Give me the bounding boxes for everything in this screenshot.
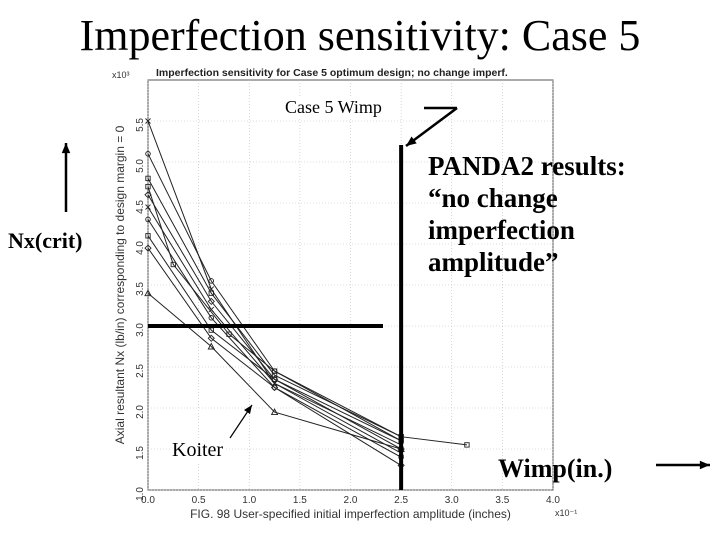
y-axis-label: Axial resultant Nx (lb/in) corresponding… bbox=[113, 125, 127, 444]
x-tick-label: 2.0 bbox=[344, 495, 358, 506]
data-point bbox=[145, 233, 151, 239]
chart-title: Imperfection sensitivity for Case 5 opti… bbox=[156, 67, 508, 79]
data-point bbox=[144, 244, 152, 252]
koiter-arrow-head bbox=[244, 405, 252, 414]
data-point bbox=[145, 118, 151, 124]
x-axis-label: FIG. 98 User-specified initial imperfect… bbox=[190, 507, 511, 521]
data-point bbox=[145, 175, 151, 182]
x-tick-label: 2.5 bbox=[394, 495, 408, 506]
series-line bbox=[147, 247, 402, 466]
x-tick-label: 4.0 bbox=[546, 495, 560, 506]
data-point bbox=[271, 376, 278, 382]
data-point bbox=[208, 306, 215, 313]
series-line bbox=[147, 219, 402, 458]
data-point bbox=[170, 261, 176, 268]
data-point bbox=[270, 408, 279, 416]
data-point bbox=[208, 278, 215, 284]
nx-arrow-head bbox=[61, 143, 71, 154]
case5-arrow-head bbox=[406, 136, 417, 146]
data-point bbox=[144, 289, 152, 297]
wimp-arrow-head bbox=[699, 460, 710, 470]
y-tick-label: 2.5 bbox=[135, 364, 146, 378]
case5-wimp-label: Case 5 Wimp bbox=[283, 97, 384, 118]
y-tick-label: 3.5 bbox=[135, 282, 146, 296]
data-point bbox=[145, 204, 151, 210]
y-tick-label: 2.0 bbox=[135, 405, 146, 419]
y-tick-label: 1.0 bbox=[135, 487, 146, 501]
series-line bbox=[147, 194, 402, 450]
data-point bbox=[145, 183, 151, 190]
data-point bbox=[145, 151, 151, 157]
y-tick-label: 4.5 bbox=[135, 200, 146, 214]
x-tick-label: 1.5 bbox=[293, 495, 307, 506]
case5-arrow bbox=[405, 106, 458, 148]
data-point bbox=[226, 331, 232, 337]
x-tick-label: 1.0 bbox=[242, 495, 256, 506]
data-point bbox=[145, 216, 151, 223]
y-tick-label: 5.0 bbox=[135, 159, 146, 173]
y-tick-label: 1.5 bbox=[135, 446, 146, 460]
panda2-results-label: PANDA2 results: “no change imperfection … bbox=[428, 151, 626, 277]
nx-crit-label: Nx(crit) bbox=[6, 228, 85, 254]
data-point bbox=[207, 297, 215, 306]
data-point bbox=[208, 315, 215, 321]
series-line bbox=[147, 292, 402, 450]
data-point bbox=[464, 442, 470, 448]
data-point bbox=[271, 368, 278, 374]
x-exponent-label: x10⁻¹ bbox=[555, 508, 577, 518]
y-exponent-label: x10³ bbox=[112, 70, 130, 80]
slide-title: Imperfection sensitivity: Case 5 bbox=[79, 11, 641, 60]
y-tick-label: 4.0 bbox=[135, 241, 146, 255]
x-tick-label: 3.0 bbox=[445, 495, 459, 506]
data-point bbox=[270, 383, 279, 392]
data-point bbox=[208, 290, 214, 296]
series-line bbox=[147, 178, 402, 438]
series-line bbox=[147, 186, 467, 446]
x-tick-label: 0.0 bbox=[141, 495, 155, 506]
x-tick-label: 3.5 bbox=[495, 495, 509, 506]
y-tick-label: 3.0 bbox=[135, 323, 146, 337]
x-tick-label: 0.5 bbox=[192, 495, 206, 506]
koiter-label: Koiter bbox=[170, 439, 226, 462]
data-point bbox=[207, 342, 216, 350]
data-point bbox=[271, 384, 278, 391]
wimp-axis-label: Wimp(in.) bbox=[498, 454, 613, 483]
series-line bbox=[147, 206, 402, 454]
y-tick-label: 5.5 bbox=[135, 118, 146, 132]
data-point bbox=[207, 334, 215, 342]
series-line bbox=[147, 235, 402, 442]
